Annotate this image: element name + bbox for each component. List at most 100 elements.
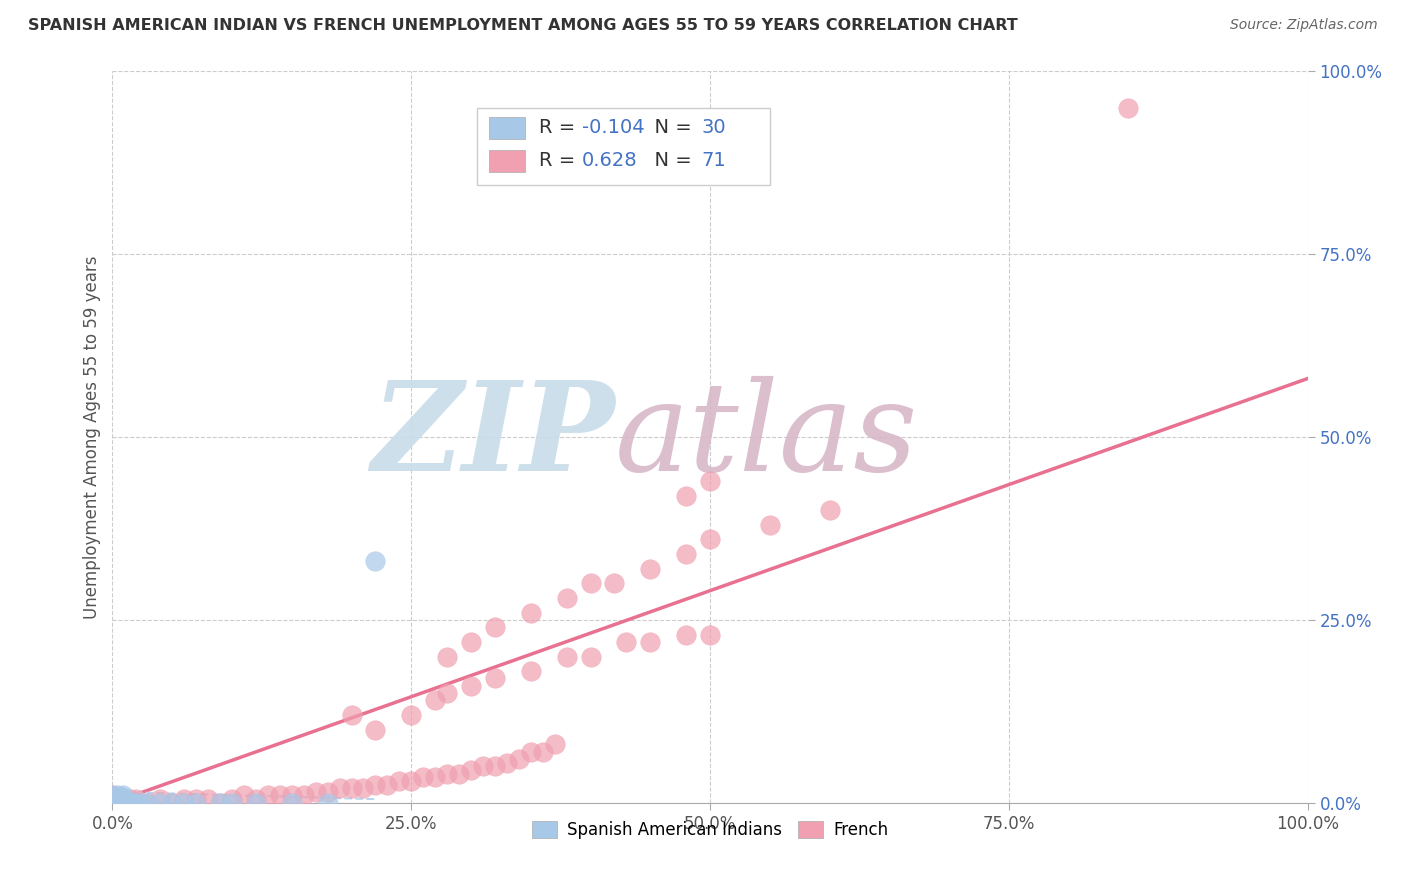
Text: 0.628: 0.628 (582, 151, 638, 170)
Point (484, 620, 506, 634)
Point (105, 789, 128, 803)
Point (436, 766, 458, 780)
Point (121, 796, 143, 810)
Point (112, 789, 135, 803)
Point (436, 686, 458, 700)
Point (699, 533, 721, 547)
Point (110, 789, 132, 804)
Point (281, 796, 304, 810)
Point (364, 778, 387, 792)
Text: SPANISH AMERICAN INDIAN VS FRENCH UNEMPLOYMENT AMONG AGES 55 TO 59 YEARS CORRELA: SPANISH AMERICAN INDIAN VS FRENCH UNEMPL… (28, 18, 1018, 33)
Point (603, 576, 626, 591)
Point (115, 796, 138, 810)
Y-axis label: Unemployment Among Ages 55 to 59 years: Unemployment Among Ages 55 to 59 years (83, 255, 101, 619)
Point (104, 792, 127, 806)
Point (186, 792, 208, 806)
FancyBboxPatch shape (477, 108, 770, 185)
Text: 30: 30 (702, 118, 727, 137)
Point (616, 635, 638, 649)
Point (520, 664, 543, 678)
Point (105, 792, 128, 806)
Point (484, 759, 506, 773)
Text: R =: R = (538, 118, 582, 137)
Point (340, 708, 363, 723)
Point (114, 796, 135, 810)
Point (149, 792, 172, 806)
Point (460, 635, 482, 649)
Point (759, 517, 782, 532)
Point (101, 796, 124, 810)
Point (675, 489, 697, 503)
Point (401, 708, 423, 723)
Point (257, 789, 280, 803)
Point (340, 781, 363, 796)
Point (447, 766, 470, 780)
Text: atlas: atlas (614, 376, 918, 498)
Point (818, 503, 841, 517)
Point (377, 778, 399, 792)
Point (388, 773, 411, 788)
Point (520, 606, 543, 620)
Point (125, 796, 148, 810)
Point (460, 763, 482, 777)
Point (292, 789, 315, 803)
Point (496, 756, 519, 770)
Point (186, 796, 208, 810)
Point (484, 672, 506, 686)
Point (101, 792, 124, 806)
Point (173, 796, 195, 810)
Point (101, 796, 124, 810)
Point (269, 789, 291, 803)
Point (425, 693, 447, 707)
Point (101, 789, 124, 803)
Point (640, 562, 662, 576)
Point (245, 796, 267, 810)
Point (107, 792, 129, 806)
Point (508, 752, 530, 766)
Point (579, 576, 602, 591)
Point (699, 627, 721, 641)
Point (699, 474, 721, 488)
Point (543, 737, 565, 751)
Text: N =: N = (643, 151, 697, 170)
Point (111, 789, 134, 804)
Point (460, 679, 482, 693)
Point (555, 649, 578, 664)
Point (233, 789, 256, 803)
Point (316, 785, 339, 799)
Point (329, 781, 352, 796)
Text: Source: ZipAtlas.com: Source: ZipAtlas.com (1230, 18, 1378, 32)
Point (162, 796, 183, 810)
Point (531, 745, 554, 759)
Point (221, 792, 243, 806)
Text: 71: 71 (702, 151, 727, 170)
Point (555, 591, 578, 605)
Point (472, 759, 495, 773)
Point (412, 770, 434, 784)
Point (675, 627, 697, 641)
Point (173, 792, 195, 806)
Point (197, 792, 219, 806)
Text: ZIP: ZIP (371, 376, 614, 498)
FancyBboxPatch shape (489, 117, 524, 138)
Point (114, 796, 135, 810)
Point (120, 792, 142, 806)
Point (118, 796, 141, 810)
Point (209, 796, 232, 810)
Point (364, 554, 387, 568)
Point (125, 792, 148, 806)
Point (305, 785, 328, 799)
Point (149, 796, 172, 810)
Point (281, 789, 304, 803)
Text: -0.104: -0.104 (582, 118, 645, 137)
Point (520, 745, 543, 759)
Point (425, 770, 447, 784)
Point (209, 796, 232, 810)
Point (401, 773, 423, 788)
Point (162, 796, 183, 810)
Point (138, 796, 160, 810)
Point (101, 792, 124, 806)
Legend: Spanish American Indians, French: Spanish American Indians, French (524, 814, 896, 846)
Point (1118, 101, 1140, 115)
Point (122, 796, 145, 810)
